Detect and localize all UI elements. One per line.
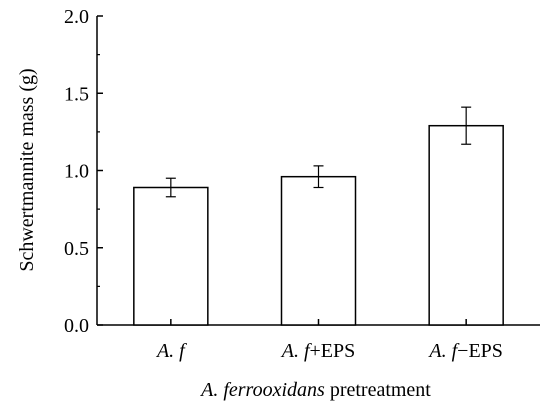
x-tick-label-italic: A. f (280, 340, 312, 362)
bar (280, 175, 357, 326)
y-axis-title: Schwertmannite mass (g) (16, 68, 38, 271)
x-axis-title-plain: pretreatment (325, 379, 431, 401)
x-tick-label-italic: A. f (427, 340, 459, 362)
y-tick-label: 0.5 (64, 238, 89, 260)
x-axis-title-italic: A. ferrooxidans (199, 379, 325, 401)
y-axis-ticks: 0.0 0.5 1.0 1.5 2.0 (64, 6, 103, 337)
x-tick-label-plain: −EPS (457, 340, 503, 362)
y-tick-label: 1.0 (64, 161, 89, 183)
y-tick-label: 0.0 (64, 315, 89, 337)
bar (428, 124, 504, 326)
x-tick-label-plain: +EPS (310, 340, 356, 362)
x-tick-label: A. f+EPS (280, 340, 356, 362)
x-tick-label: A. f−EPS (427, 340, 503, 362)
x-axis-title: A. ferrooxidans pretreatment (199, 379, 431, 401)
bars-group (133, 106, 504, 326)
x-axis-tick-labels: A. f A. f+EPS A. f−EPS (155, 319, 503, 362)
bar (133, 186, 209, 326)
x-tick-label: A. f (155, 340, 187, 362)
x-tick-label-italic: A. f (155, 340, 187, 362)
y-tick-label: 2.0 (64, 6, 89, 28)
y-tick-label: 1.5 (64, 83, 89, 105)
